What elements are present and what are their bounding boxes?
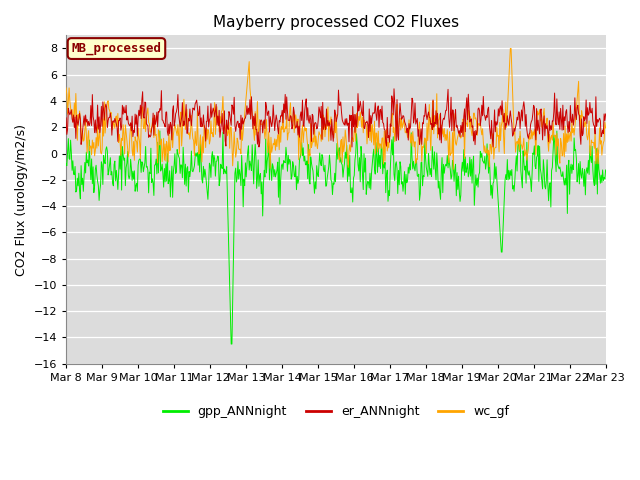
Y-axis label: CO2 Flux (urology/m2/s): CO2 Flux (urology/m2/s) — [15, 123, 28, 276]
Text: MB_processed: MB_processed — [72, 42, 161, 55]
Title: Mayberry processed CO2 Fluxes: Mayberry processed CO2 Fluxes — [212, 15, 459, 30]
Legend: gpp_ANNnight, er_ANNnight, wc_gf: gpp_ANNnight, er_ANNnight, wc_gf — [157, 400, 514, 423]
